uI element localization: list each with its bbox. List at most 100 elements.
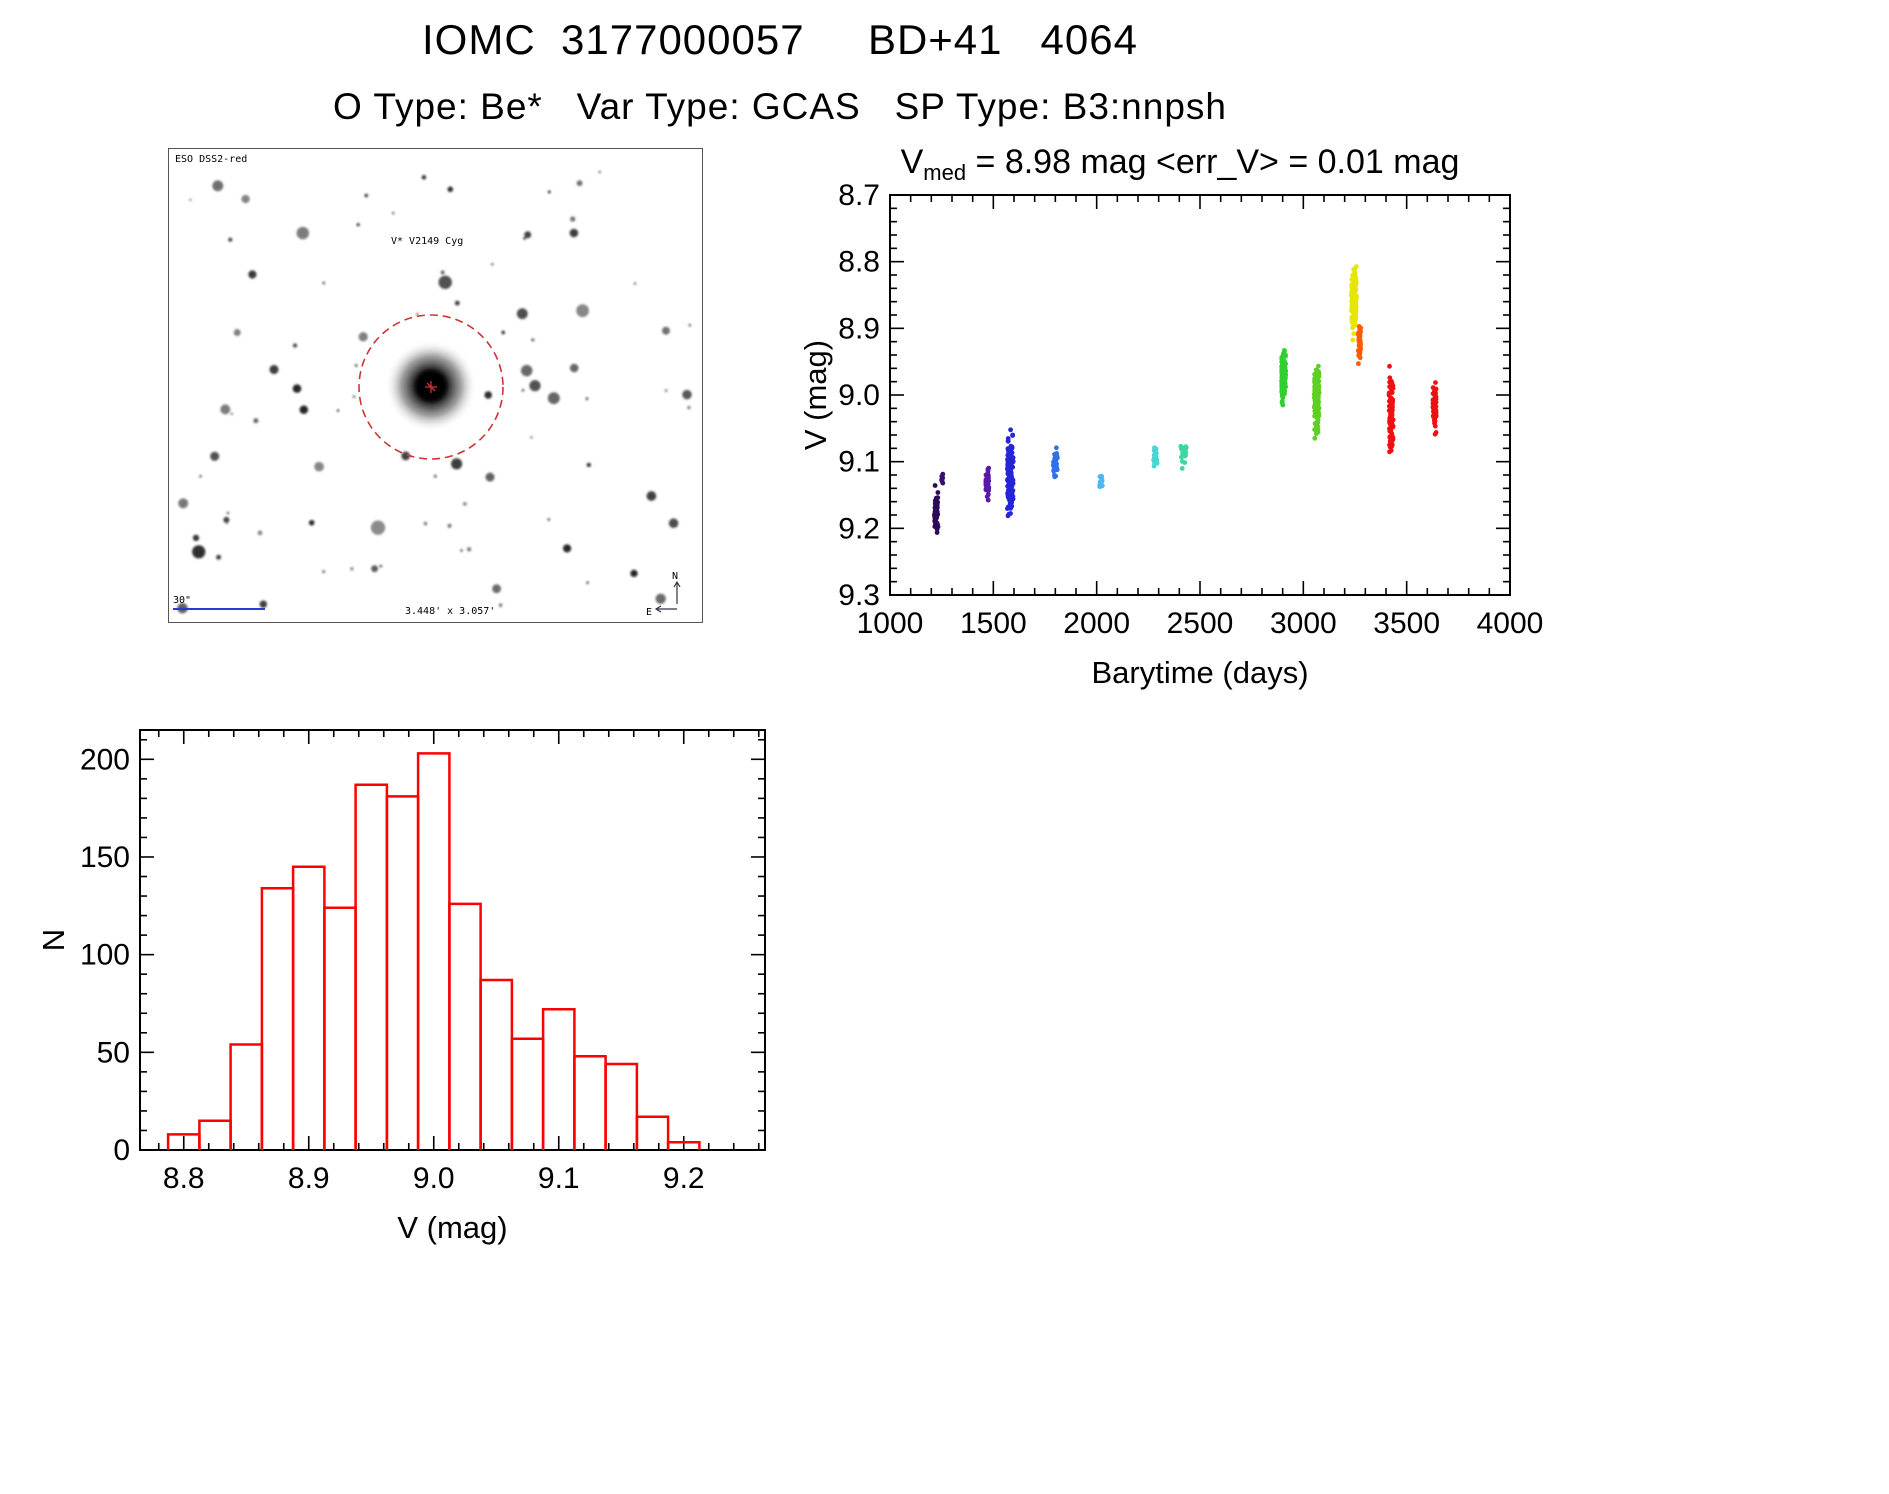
compass-icon <box>654 580 681 613</box>
data-point <box>1350 281 1356 287</box>
background-star <box>586 462 591 467</box>
background-star <box>492 584 502 594</box>
data-point <box>1008 506 1013 511</box>
background-star <box>531 338 535 342</box>
background-star <box>257 530 263 536</box>
histogram-bar <box>479 978 514 1150</box>
data-point <box>1051 463 1056 469</box>
data-point <box>1099 473 1104 479</box>
plot-frame <box>889 194 1511 596</box>
histogram-bar <box>604 1062 639 1150</box>
data-point <box>1350 325 1355 331</box>
data-point <box>1279 376 1285 382</box>
data-point <box>1432 431 1438 437</box>
page-title: IOMC 3177000057 BD+41 4064 <box>422 16 1138 63</box>
x-tick-label: 1000 <box>857 607 924 640</box>
background-star <box>259 600 268 608</box>
background-star <box>358 332 368 342</box>
data-point <box>1433 394 1439 400</box>
data-point <box>1178 443 1184 449</box>
data-point <box>1051 467 1057 473</box>
background-star <box>668 518 679 528</box>
background-star <box>210 451 220 461</box>
data-point <box>940 471 946 477</box>
background-star <box>547 190 551 194</box>
x-tick-label: 3000 <box>1270 607 1337 640</box>
background-star <box>466 547 472 552</box>
data-point <box>985 497 991 503</box>
background-star <box>391 211 395 215</box>
background-star <box>401 451 411 461</box>
data-point <box>1313 401 1318 407</box>
data-point <box>935 495 941 501</box>
background-star <box>416 312 419 316</box>
y-tick-label: 8.9 <box>838 312 880 345</box>
background-star <box>570 216 576 222</box>
data-point <box>1351 304 1356 310</box>
background-star <box>646 491 657 501</box>
background-star <box>576 304 589 318</box>
data-point <box>1054 445 1059 451</box>
background-star <box>520 364 533 377</box>
data-point <box>1352 272 1357 278</box>
background-star <box>569 363 579 373</box>
data-point <box>1432 423 1438 429</box>
background-star <box>225 521 229 525</box>
data-point <box>1351 267 1356 272</box>
data-point <box>1351 331 1357 337</box>
data-point <box>1433 380 1438 385</box>
background-star <box>192 534 200 542</box>
background-star <box>661 326 671 335</box>
data-point <box>1387 375 1393 381</box>
lightcurve-chart: 1000 1500 2000 2500 3000 3500 4000 8.7 8.8 8.9 9.0… <box>798 135 1560 715</box>
data-point <box>1432 418 1438 424</box>
background-star <box>516 308 528 320</box>
data-point <box>1052 474 1058 480</box>
data-point <box>1312 435 1318 441</box>
axis-ticks <box>140 730 765 1151</box>
background-star <box>269 364 279 375</box>
y-tick-label: 200 <box>80 743 130 776</box>
histogram-bar <box>541 1008 576 1150</box>
background-star <box>423 521 428 526</box>
background-star <box>569 228 579 238</box>
background-star <box>440 270 445 275</box>
compass-north-label: N <box>672 571 678 582</box>
histogram-bar <box>323 906 357 1150</box>
x-tick-label: 9.1 <box>538 1162 580 1195</box>
axis-tick-labels: 8.8 8.9 9.0 9.1 9.2 0 50 100 150 200 <box>80 743 705 1195</box>
x-tick-label: 2000 <box>1063 607 1130 640</box>
background-star <box>524 231 532 239</box>
plot-frame <box>139 729 766 1151</box>
data-point <box>1312 411 1318 417</box>
data-point <box>1312 383 1318 388</box>
histogram-svg: 8.8 8.9 9.0 9.1 9.2 0 50 100 150 200 V (mag) N <box>36 729 766 1245</box>
background-star <box>498 603 503 608</box>
lightcurve-points <box>932 264 1439 535</box>
data-point <box>1316 374 1322 379</box>
background-star <box>586 581 589 584</box>
data-point <box>1005 471 1011 477</box>
background-star <box>451 458 463 470</box>
x-tick-label: 3500 <box>1373 607 1440 640</box>
histogram-bar <box>385 795 420 1150</box>
data-point <box>1314 406 1319 412</box>
data-point <box>934 508 940 514</box>
histogram-bar <box>416 752 451 1150</box>
data-point <box>1350 337 1356 343</box>
data-point <box>1357 343 1363 348</box>
data-point <box>1388 448 1394 453</box>
background-star <box>688 324 691 327</box>
y-tick-label: 9.1 <box>838 446 880 479</box>
background-star <box>241 194 250 204</box>
data-point <box>1350 300 1356 306</box>
y-tick-label: 150 <box>80 841 130 874</box>
data-point <box>1180 453 1186 459</box>
data-point <box>985 492 991 497</box>
data-point <box>1353 288 1358 293</box>
data-point <box>1316 387 1321 393</box>
data-point <box>1279 382 1285 388</box>
background-star <box>433 474 437 478</box>
background-star <box>253 418 259 424</box>
